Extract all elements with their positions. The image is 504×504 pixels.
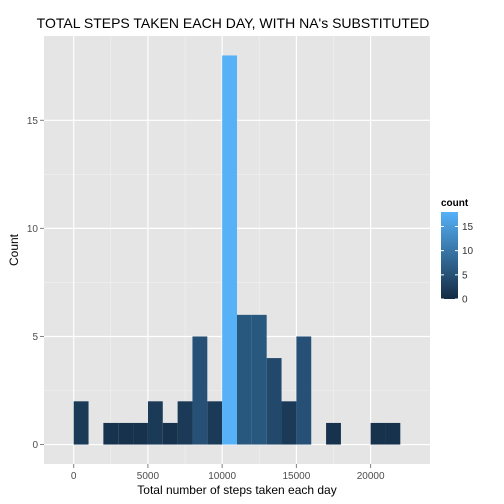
y-tick-label: 5: [32, 332, 38, 343]
legend-tick-label: 15: [462, 222, 474, 233]
y-axis-ticks: 0 5 10 15: [27, 116, 44, 451]
legend-tick-label: 10: [462, 246, 474, 257]
chart-title: TOTAL STEPS TAKEN EACH DAY, WITH NA's SU…: [37, 15, 430, 31]
histogram-bars: [73, 55, 401, 445]
x-tick-label: 10000: [208, 471, 236, 482]
histogram-bar: [118, 422, 134, 445]
histogram-bar: [237, 314, 252, 445]
legend-title: count: [441, 198, 469, 209]
histogram-bar: [296, 336, 312, 445]
histogram-bar: [251, 314, 267, 445]
x-axis-title: Total number of steps taken each day: [137, 483, 336, 497]
y-tick-label: 10: [27, 224, 39, 235]
histogram-bar: [207, 401, 223, 445]
histogram-bar: [162, 422, 178, 445]
x-tick-label: 20000: [357, 471, 385, 482]
histogram-bar: [177, 401, 193, 445]
histogram-bar: [222, 55, 237, 445]
histogram-bar: [326, 422, 341, 445]
histogram-bar: [281, 401, 297, 445]
histogram-bar: [385, 422, 401, 445]
histogram-bar: [370, 422, 386, 445]
histogram-bar: [103, 422, 119, 445]
y-axis-title: Count: [7, 233, 21, 266]
x-axis-ticks: 0 5000 10000 15000 20000: [71, 464, 385, 482]
histogram-bar: [266, 358, 282, 445]
y-tick-label: 0: [32, 440, 38, 451]
histogram-bar: [192, 336, 208, 445]
x-tick-label: 5000: [137, 471, 160, 482]
histogram-bar: [73, 401, 89, 445]
legend-ticks: 0 5 10 15: [441, 222, 474, 306]
x-tick-label: 0: [71, 471, 77, 482]
legend-colorbar: [441, 212, 458, 299]
legend-tick-label: 5: [462, 270, 468, 281]
legend: count 0 5 10 15: [441, 198, 474, 306]
histogram-bar: [133, 422, 148, 445]
y-tick-label: 15: [27, 116, 39, 127]
legend-tick-label: 0: [462, 295, 468, 306]
x-tick-label: 15000: [282, 471, 310, 482]
histogram-bar: [147, 401, 163, 445]
